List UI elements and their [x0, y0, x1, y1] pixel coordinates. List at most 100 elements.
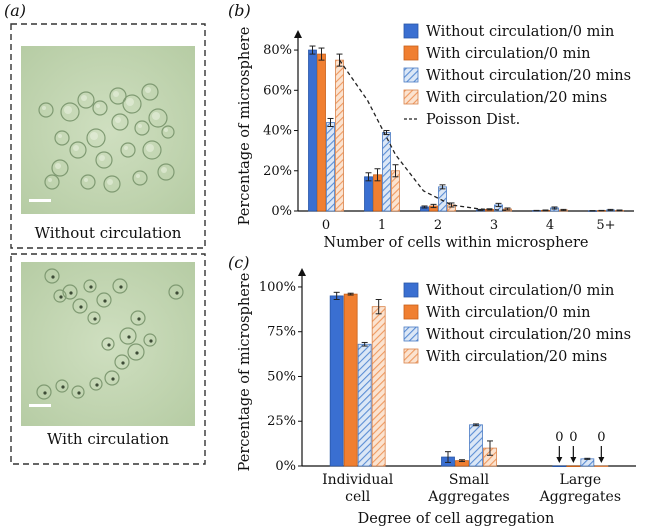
- legend-c: Without circulation/0 min With circulatio…: [403, 282, 631, 365]
- cell-nucleus: [51, 275, 55, 279]
- cell: [142, 140, 162, 160]
- x-tick-label: Small: [449, 472, 490, 488]
- legend-label: Without circulation/20 mins: [426, 68, 631, 84]
- cell: [130, 310, 146, 326]
- cell: [83, 279, 97, 293]
- cell-highlight: [64, 106, 72, 114]
- cell-highlight: [126, 98, 134, 106]
- cell-highlight: [90, 132, 98, 140]
- y-tick-label: 20%: [263, 164, 292, 179]
- cell-highlight: [152, 112, 160, 120]
- cell: [132, 170, 148, 186]
- cell: [62, 284, 78, 300]
- legend-swatch: [403, 45, 419, 61]
- legend-label: Without circulation/0 min: [426, 283, 614, 299]
- micrograph-frame-bottom: [10, 253, 206, 465]
- cell-highlight: [124, 146, 128, 150]
- cell-nucleus: [89, 285, 93, 289]
- zero-arrowhead: [556, 457, 563, 463]
- micrograph-frame-top: [10, 23, 206, 249]
- micrograph-without-circulation: [21, 46, 195, 214]
- cell-highlight: [42, 106, 46, 110]
- y-axis-arrow: [294, 30, 302, 38]
- legend-swatch: [403, 282, 419, 298]
- cell: [168, 284, 184, 300]
- cell-nucleus: [119, 285, 123, 289]
- plot-area-b: 0% 20% 40% 60% 80% 0 1 2 3 4 5+: [263, 30, 634, 233]
- cell-highlight: [73, 145, 79, 151]
- y-tick-label: 75%: [267, 325, 296, 340]
- cell-highlight: [107, 179, 113, 185]
- bar: [343, 293, 358, 467]
- bar: [317, 53, 326, 212]
- cell: [95, 151, 113, 169]
- micrograph-panel: (a) Without circulation With circulation: [4, 1, 206, 465]
- legend-swatch: [403, 348, 419, 364]
- cell: [86, 128, 106, 148]
- cell-nucleus: [95, 383, 99, 387]
- cell-nucleus: [111, 377, 115, 381]
- x-tick-label: Large: [560, 472, 602, 488]
- zero-arrowhead: [570, 457, 577, 463]
- cell: [114, 354, 130, 370]
- cell: [72, 298, 88, 314]
- x-tick-label: Aggregates: [427, 489, 509, 505]
- y-tick-label: 80%: [263, 43, 292, 58]
- legend-label: With circulation/0 min: [426, 46, 590, 62]
- poisson-line: [338, 59, 508, 212]
- cell: [87, 311, 101, 325]
- cell: [101, 337, 115, 351]
- chart-b: (b) Percentage of microsphere Number of …: [228, 1, 634, 251]
- zero-label: 0: [555, 430, 563, 445]
- cell-highlight: [113, 91, 119, 97]
- bar: [382, 132, 391, 212]
- x-tick-label: 1: [378, 218, 386, 233]
- cell: [148, 108, 168, 128]
- bar: [580, 458, 595, 467]
- cell: [161, 125, 175, 139]
- cell-nucleus: [69, 291, 73, 295]
- cell: [96, 292, 112, 308]
- cell: [60, 102, 80, 122]
- bar: [326, 122, 335, 212]
- y-tick-label: 50%: [267, 369, 296, 384]
- bar: [371, 306, 386, 467]
- cells-top: [38, 83, 175, 193]
- cell: [119, 327, 137, 345]
- panel-label-a: (a): [4, 1, 26, 20]
- zero-arrowhead: [598, 457, 605, 463]
- zero-label: 0: [569, 430, 577, 445]
- cell: [120, 142, 136, 158]
- bar: [594, 465, 609, 468]
- cell-highlight: [81, 95, 87, 101]
- panel-label-c: (c): [228, 253, 249, 272]
- legend-label: With circulation/20 mins: [426, 90, 607, 106]
- x-tick-label: Individual: [322, 472, 394, 488]
- bar: [308, 49, 317, 212]
- y-tick-label: 60%: [263, 83, 292, 98]
- legend-swatch: [403, 326, 419, 342]
- cell-nucleus: [127, 335, 131, 339]
- legend-swatch: [403, 89, 419, 105]
- y-tick-label: 0%: [275, 459, 296, 474]
- bar: [335, 59, 344, 212]
- cell-nucleus: [175, 291, 179, 295]
- x-tick-label: 0: [322, 218, 330, 233]
- cell-highlight: [136, 174, 140, 178]
- cell: [111, 113, 129, 131]
- y-tick-label: 40%: [263, 124, 292, 139]
- caption-without-circulation: Without circulation: [35, 224, 182, 242]
- x-tick-label: 3: [490, 218, 498, 233]
- y-tick-label: 25%: [267, 414, 296, 429]
- cell: [103, 175, 121, 193]
- legend-label: Poisson Dist.: [426, 112, 520, 128]
- panel-label-b: (b): [228, 1, 251, 20]
- y-axis-title-c: Percentage of microsphere: [237, 273, 253, 472]
- scale-bar-top: [29, 199, 51, 202]
- bar: [469, 424, 483, 467]
- cell: [69, 141, 87, 159]
- bar: [566, 465, 581, 468]
- x-tick-label: Aggregates: [539, 489, 621, 505]
- cell-highlight: [48, 178, 52, 182]
- bar: [364, 176, 373, 212]
